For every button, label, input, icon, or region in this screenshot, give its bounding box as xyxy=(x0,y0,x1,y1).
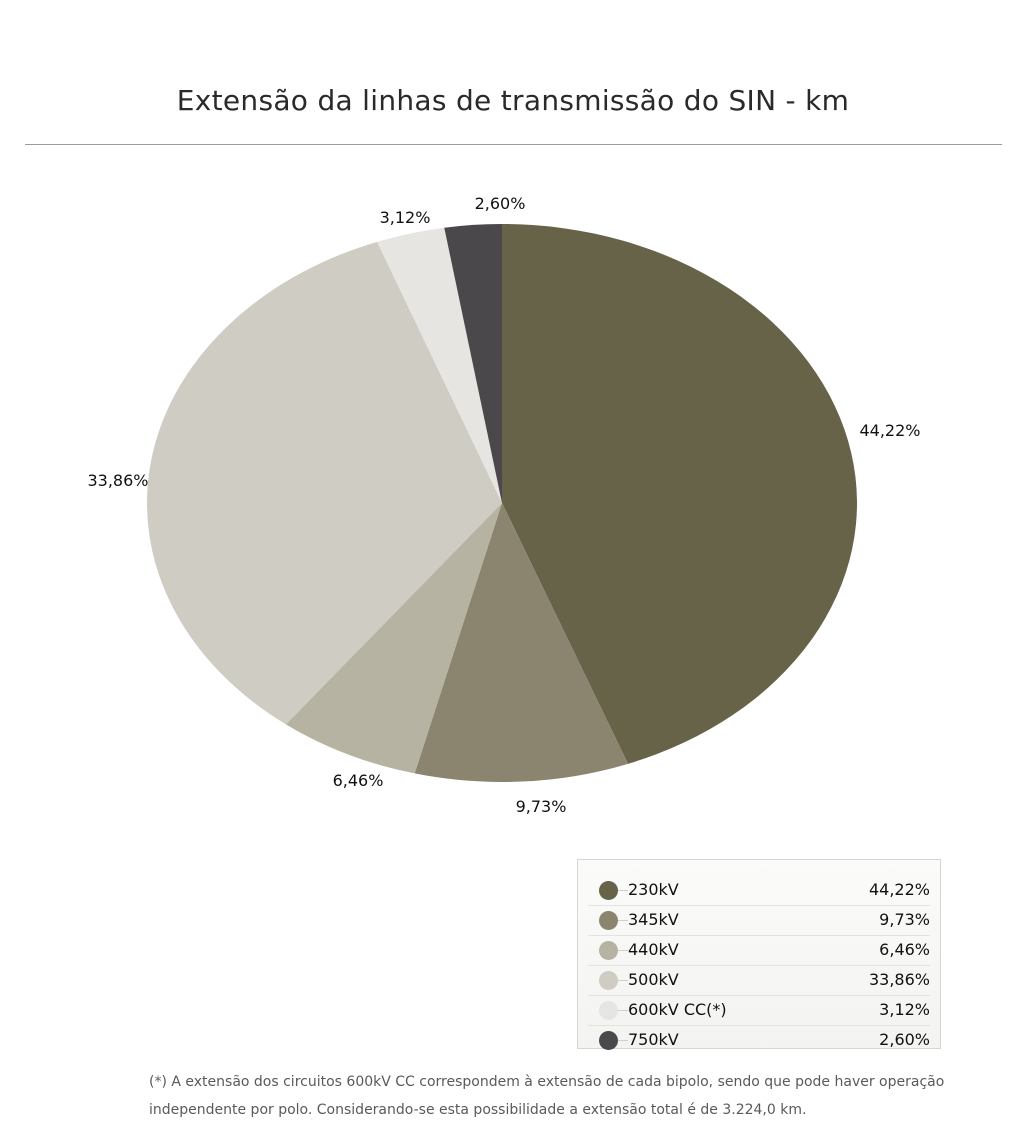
legend-label: 230kV xyxy=(628,880,679,899)
pie-slice-600kv-cc[interactable] xyxy=(377,227,502,503)
legend-connector xyxy=(618,1040,628,1041)
legend-connector xyxy=(618,950,628,951)
pie-slice-500kv[interactable] xyxy=(147,241,503,725)
slice-data-label: 44,22% xyxy=(859,421,920,440)
legend-value: 33,86% xyxy=(868,970,930,989)
legend-swatch xyxy=(599,941,618,960)
legend-swatch xyxy=(599,1031,618,1050)
legend-swatch xyxy=(599,971,618,990)
legend-value: 9,73% xyxy=(879,910,930,929)
legend-connector xyxy=(618,890,628,891)
footnote: (*) A extensão dos circuitos 600kV CC co… xyxy=(149,1068,989,1124)
legend-connector xyxy=(618,920,628,921)
slice-data-label: 9,73% xyxy=(516,797,567,816)
title-divider xyxy=(25,144,1002,145)
legend-swatch xyxy=(599,911,618,930)
legend-item-750kv[interactable]: 750kV 2,60% xyxy=(588,1026,930,1055)
pie-slice-230kv[interactable] xyxy=(502,224,858,764)
legend-item-500kv[interactable]: 500kV 33,86% xyxy=(588,966,930,996)
legend-swatch xyxy=(599,1001,618,1020)
legend-item-600kv-cc[interactable]: 600kV CC(*) 3,12% xyxy=(588,996,930,1026)
legend-value: 2,60% xyxy=(879,1030,930,1049)
pie-chart: 44,22% 9,73% 6,46% 33,86% 3,12% 2,60% xyxy=(87,194,920,816)
legend-item-440kv[interactable]: 440kV 6,46% xyxy=(588,936,930,966)
legend-label: 500kV xyxy=(628,970,679,989)
legend-value: 3,12% xyxy=(879,1000,930,1019)
legend-swatch xyxy=(599,881,618,900)
legend-label: 750kV xyxy=(628,1030,679,1049)
pie-slice-345kv[interactable] xyxy=(414,503,629,783)
slice-data-label: 3,12% xyxy=(380,208,431,227)
legend-value: 44,22% xyxy=(868,880,930,899)
legend-item-345kv[interactable]: 345kV 9,73% xyxy=(588,906,930,936)
legend: 230kV 44,22% 345kV 9,73% 440kV 6,46% 500… xyxy=(577,859,941,1050)
legend-item-230kv[interactable]: 230kV 44,22% xyxy=(588,876,930,906)
legend-value: 6,46% xyxy=(879,940,930,959)
chart-title: Extensão da linhas de transmissão do SIN… xyxy=(176,84,850,117)
pie-slice-750kv[interactable] xyxy=(444,224,502,503)
pie-slice-440kv[interactable] xyxy=(285,503,502,774)
legend-connector xyxy=(618,1010,628,1011)
slice-data-label: 6,46% xyxy=(333,771,384,790)
footnote-line-1: (*) A extensão dos circuitos 600kV CC co… xyxy=(149,1074,945,1090)
legend-label: 345kV xyxy=(628,910,679,929)
legend-connector xyxy=(618,980,628,981)
slice-data-label: 33,86% xyxy=(87,471,148,490)
legend-label: 600kV CC(*) xyxy=(628,1000,727,1019)
slice-data-label: 2,60% xyxy=(475,194,526,213)
footnote-line-2: independente por polo. Considerando-se e… xyxy=(149,1102,807,1118)
legend-label: 440kV xyxy=(628,940,679,959)
